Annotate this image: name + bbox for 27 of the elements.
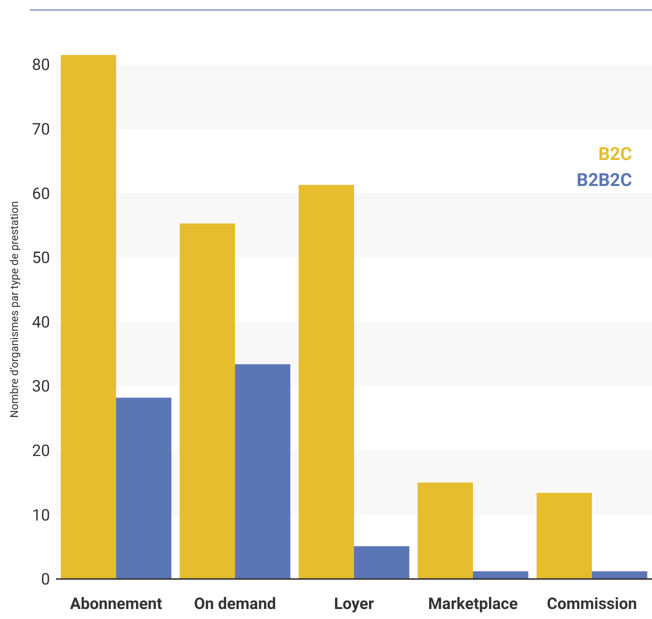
- bar: [180, 223, 236, 579]
- x-tick-label: Marketplace: [428, 594, 518, 613]
- bar: [116, 398, 172, 579]
- y-tick-label: 40: [32, 312, 50, 332]
- bar: [298, 184, 354, 579]
- y-tick-label: 50: [32, 248, 50, 268]
- bar: [418, 482, 473, 579]
- x-tick-label: On demand: [194, 594, 276, 613]
- y-tick-label: 0: [41, 570, 50, 589]
- y-tick-label: 70: [32, 120, 50, 139]
- bar: [472, 571, 528, 579]
- x-tick-label: Abonnement: [70, 594, 163, 613]
- bar: [354, 546, 410, 579]
- bar: [536, 492, 592, 579]
- y-tick-label: 20: [32, 441, 50, 460]
- y-tick-label: 80: [32, 55, 50, 74]
- x-tick-label: Loyer: [334, 594, 374, 613]
- y-axis-title: Nombre d’organismes par type de prestation: [8, 201, 21, 418]
- x-tick-label: Commission: [546, 594, 638, 613]
- y-tick-label: 60: [32, 184, 50, 203]
- bar: [235, 364, 290, 579]
- bar: [60, 55, 116, 579]
- y-tick-label: 30: [32, 376, 50, 396]
- text: B2B2C: [576, 170, 632, 191]
- bar: [592, 571, 648, 579]
- text: B2C: [598, 144, 632, 165]
- y-tick-label: 10: [32, 505, 50, 524]
